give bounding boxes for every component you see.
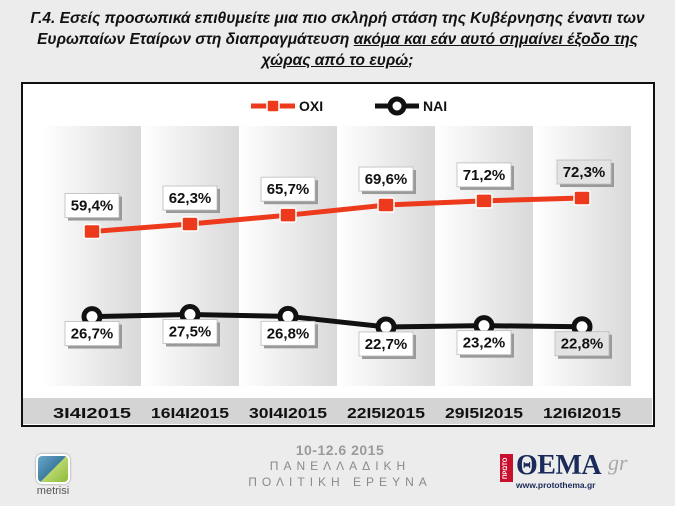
survey-info: 10-12.6 2015 ΠΑΝΕΛΛΑΔΙΚΗ ΠΟΛΙΤΙΚΗ ΕΡΕΥΝΑ xyxy=(220,442,460,490)
x-tick-label-3: 22I5I2015 xyxy=(347,405,425,422)
survey-date: 10-12.6 2015 xyxy=(295,442,385,458)
data-label-1-2: 26,8% xyxy=(267,325,310,342)
data-label-box xyxy=(456,330,512,356)
data-label-0-4: 71,2% xyxy=(463,167,506,184)
grid-band xyxy=(141,126,239,386)
series-line-1 xyxy=(91,312,583,330)
protothema-suffix: gr xyxy=(608,450,628,475)
data-label-box xyxy=(64,193,120,218)
data-label-box xyxy=(64,321,120,346)
title-line-3-underlined: χώρας από το ευρώ xyxy=(261,52,409,69)
data-label-box xyxy=(162,319,218,344)
data-label-1-4: 23,2% xyxy=(463,335,506,352)
chart-frame: ΟΧΙ ΝΑΙ 59,4% 62,3% 65,7% 69,6% 71,2% 72,3% 26,7… xyxy=(21,82,655,427)
data-label-1-0: 26,7% xyxy=(71,326,114,343)
survey-type-line-1: ΠΑΝΕΛΛΑΔΙΚΗ xyxy=(269,459,411,473)
legend-marker-1 xyxy=(387,96,407,116)
data-label-box xyxy=(162,185,218,211)
protothema-badge: ΠΡΩΤΟ xyxy=(500,454,513,482)
title-line-3: χώρας από το ευρώ; xyxy=(8,50,667,71)
data-label-1-1: 27,5% xyxy=(169,324,212,341)
metrisi-logo-icon xyxy=(36,454,70,484)
legend-label-0: ΟΧΙ xyxy=(299,98,323,114)
data-label-1-5: 22,8% xyxy=(561,336,604,353)
x-tick-label-4: 29I5I2015 xyxy=(445,405,523,422)
title-line-2-text: Ευρωπαίων Εταίρων στη διαπραγμάτευση xyxy=(37,31,354,48)
data-label-0-5: 72,3% xyxy=(563,164,606,181)
data-label-1-3: 22,7% xyxy=(365,336,408,353)
data-label-0-3: 69,6% xyxy=(365,171,408,188)
metrisi-logo: metrisi xyxy=(27,454,79,500)
x-tick-label-1: 16I4I2015 xyxy=(151,405,229,422)
title-line-1: Γ.4. Εσείς προσωπικά επιθυμείτε μια πιο … xyxy=(30,10,645,27)
protothema-url: www.protothema.gr xyxy=(516,480,596,490)
chart-title: Γ.4. Εσείς προσωπικά επιθυμείτε μια πιο … xyxy=(8,8,667,71)
data-label-box xyxy=(554,331,610,357)
protothema-logo: ΠΡΩΤΟ ΘΕΜΑ gr www.protothema.gr xyxy=(500,450,640,494)
legend-marker-0 xyxy=(266,99,280,113)
data-label-0-2: 65,7% xyxy=(267,181,310,198)
data-point-0-4 xyxy=(475,193,493,209)
survey-type-line-2: ΠΟΛΙΤΙΚΗ ΕΡΕΥΝΑ xyxy=(248,475,432,489)
data-label-box xyxy=(358,166,414,192)
title-line-2-underlined: ακόμα και εάν αυτό σημαίνει έξοδο της xyxy=(353,31,638,48)
data-label-box xyxy=(358,331,414,357)
line-chart: ΟΧΙ ΝΑΙ 59,4% 62,3% 65,7% 69,6% 71,2% 72,3% 26,7… xyxy=(23,96,652,424)
data-point-0-5 xyxy=(573,190,591,206)
protothema-brand: ΘΕΜΑ xyxy=(516,450,602,481)
data-label-box xyxy=(260,320,316,346)
data-label-box xyxy=(456,162,512,188)
x-tick-label-5: 12I6I2015 xyxy=(543,405,621,422)
series-line-0 xyxy=(91,195,583,235)
data-point-0-2 xyxy=(279,207,297,223)
legend-label-1: ΝΑΙ xyxy=(423,98,447,114)
x-tick-label-2: 30I4I2015 xyxy=(249,405,327,422)
data-label-box xyxy=(260,176,316,202)
data-point-0-1 xyxy=(181,216,199,232)
data-label-0-0: 59,4% xyxy=(71,198,114,215)
title-line-2: Ευρωπαίων Εταίρων στη διαπραγμάτευση ακό… xyxy=(8,29,667,50)
data-label-0-1: 62,3% xyxy=(169,190,212,207)
title-line-3-text: ; xyxy=(408,52,414,69)
metrisi-logo-text: metrisi xyxy=(36,485,70,497)
data-label-box xyxy=(556,159,612,185)
x-axis-band xyxy=(23,398,652,424)
x-tick-label-0: 3I4I2015 xyxy=(53,405,131,422)
data-point-0-3 xyxy=(377,197,395,213)
data-point-0-0 xyxy=(83,223,101,240)
